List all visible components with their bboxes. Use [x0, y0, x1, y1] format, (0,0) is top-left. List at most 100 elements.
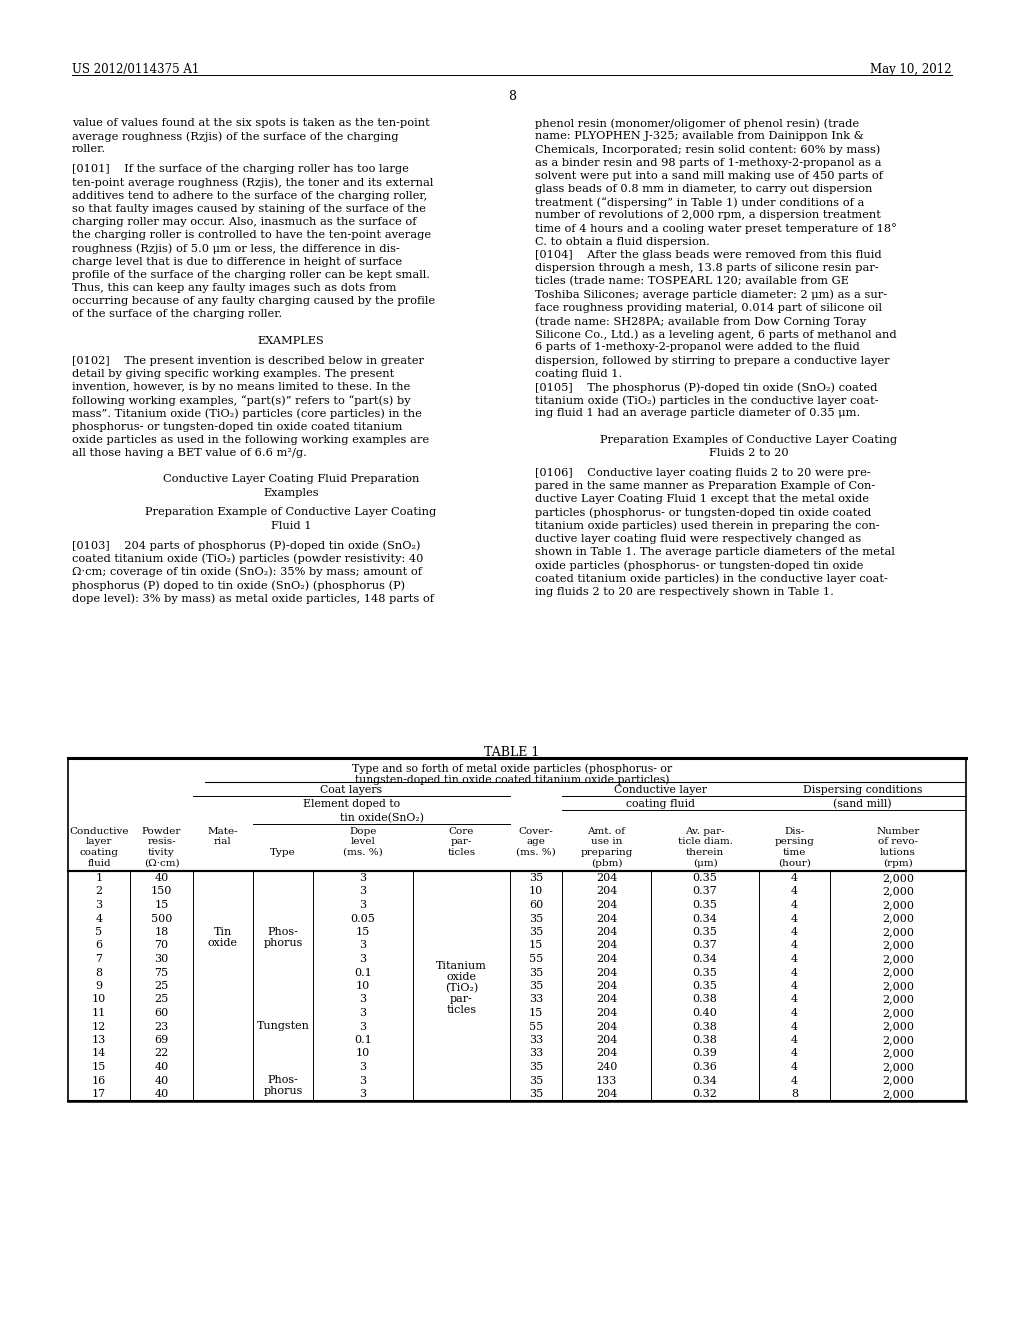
Text: 7: 7	[95, 954, 102, 964]
Text: coating: coating	[80, 847, 119, 857]
Text: 10: 10	[356, 981, 370, 991]
Text: 3: 3	[95, 900, 102, 909]
Text: phorus: phorus	[263, 937, 303, 948]
Text: 10: 10	[528, 887, 543, 896]
Text: average roughness (Rzjis) of the surface of the charging: average roughness (Rzjis) of the surface…	[72, 131, 398, 141]
Text: 240: 240	[596, 1063, 617, 1072]
Text: 8: 8	[791, 1089, 798, 1100]
Text: 3: 3	[359, 873, 367, 883]
Text: 4: 4	[791, 1008, 798, 1018]
Text: oxide particles (phosphorus- or tungsten-doped tin oxide: oxide particles (phosphorus- or tungsten…	[535, 560, 863, 570]
Text: phosphorus- or tungsten-doped tin oxide coated titanium: phosphorus- or tungsten-doped tin oxide …	[72, 421, 402, 432]
Text: 10: 10	[356, 1048, 370, 1059]
Text: 25: 25	[155, 994, 169, 1005]
Text: 0.35: 0.35	[692, 927, 718, 937]
Text: 0.32: 0.32	[692, 1089, 718, 1100]
Text: 4: 4	[791, 994, 798, 1005]
Text: age: age	[526, 837, 546, 846]
Text: ticles (trade name: TOSPEARL 120; available from GE: ticles (trade name: TOSPEARL 120; availa…	[535, 276, 849, 286]
Text: 17: 17	[92, 1089, 106, 1100]
Text: Examples: Examples	[263, 487, 318, 498]
Text: [0103]    204 parts of phosphorus (P)-doped tin oxide (SnO₂): [0103] 204 parts of phosphorus (P)-doped…	[72, 540, 421, 550]
Text: Preparation Example of Conductive Layer Coating: Preparation Example of Conductive Layer …	[145, 507, 436, 517]
Text: oxide: oxide	[446, 972, 476, 982]
Text: Mate-: Mate-	[208, 828, 239, 836]
Text: 204: 204	[596, 940, 617, 950]
Text: 25: 25	[155, 981, 169, 991]
Text: additives tend to adhere to the surface of the charging roller,: additives tend to adhere to the surface …	[72, 190, 427, 201]
Text: [0106]    Conductive layer coating fluids 2 to 20 were pre-: [0106] Conductive layer coating fluids 2…	[535, 467, 870, 478]
Text: 204: 204	[596, 1048, 617, 1059]
Text: coating fluid: coating fluid	[626, 799, 695, 809]
Text: the charging roller is controlled to have the ten-point average: the charging roller is controlled to hav…	[72, 230, 431, 240]
Text: 15: 15	[528, 1008, 543, 1018]
Text: 0.35: 0.35	[692, 900, 718, 909]
Text: (Ω·cm): (Ω·cm)	[143, 858, 179, 867]
Text: coated titanium oxide (TiO₂) particles (powder resistivity: 40: coated titanium oxide (TiO₂) particles (…	[72, 553, 423, 564]
Text: number of revolutions of 2,000 rpm, a dispersion treatment: number of revolutions of 2,000 rpm, a di…	[535, 210, 881, 220]
Text: 2,000: 2,000	[882, 927, 914, 937]
Text: 35: 35	[528, 981, 543, 991]
Text: [0105]    The phosphorus (P)-doped tin oxide (SnO₂) coated: [0105] The phosphorus (P)-doped tin oxid…	[535, 381, 878, 392]
Text: 16: 16	[92, 1076, 106, 1085]
Text: 4: 4	[791, 981, 798, 991]
Text: [0102]    The present invention is described below in greater: [0102] The present invention is describe…	[72, 355, 424, 366]
Text: 4: 4	[791, 1063, 798, 1072]
Text: 4: 4	[791, 913, 798, 924]
Text: tungsten-doped tin oxide coated titanium oxide particles): tungsten-doped tin oxide coated titanium…	[354, 774, 670, 784]
Text: Titanium: Titanium	[436, 961, 487, 970]
Text: phorus: phorus	[263, 1086, 303, 1096]
Text: 4: 4	[95, 913, 102, 924]
Text: Powder: Powder	[141, 828, 181, 836]
Text: 35: 35	[528, 1089, 543, 1100]
Text: 60: 60	[155, 1008, 169, 1018]
Text: 15: 15	[528, 940, 543, 950]
Text: 2,000: 2,000	[882, 1008, 914, 1018]
Text: 133: 133	[596, 1076, 617, 1085]
Text: Dispersing conditions: Dispersing conditions	[803, 785, 923, 795]
Text: ductive Layer Coating Fluid 1 except that the metal oxide: ductive Layer Coating Fluid 1 except tha…	[535, 494, 869, 504]
Text: 40: 40	[155, 1076, 169, 1085]
Text: phosphorus (P) doped to tin oxide (SnO₂) (phosphorus (P): phosphorus (P) doped to tin oxide (SnO₂)…	[72, 579, 406, 590]
Text: (TiO₂): (TiO₂)	[444, 983, 478, 993]
Text: (rpm): (rpm)	[883, 858, 912, 867]
Text: 204: 204	[596, 1089, 617, 1100]
Text: 2,000: 2,000	[882, 994, 914, 1005]
Text: 0.34: 0.34	[692, 913, 718, 924]
Text: 4: 4	[791, 927, 798, 937]
Text: Preparation Examples of Conductive Layer Coating: Preparation Examples of Conductive Layer…	[600, 434, 897, 445]
Text: pared in the same manner as Preparation Example of Con-: pared in the same manner as Preparation …	[535, 480, 876, 491]
Text: ticles: ticles	[447, 847, 475, 857]
Text: 204: 204	[596, 994, 617, 1005]
Text: Conductive layer: Conductive layer	[614, 785, 707, 795]
Text: Phos-: Phos-	[267, 1076, 298, 1085]
Text: ticle diam.: ticle diam.	[678, 837, 732, 846]
Text: roller.: roller.	[72, 144, 106, 154]
Text: Type: Type	[270, 847, 296, 857]
Text: 13: 13	[92, 1035, 106, 1045]
Text: 55: 55	[528, 1022, 543, 1031]
Text: following working examples, “part(s)” refers to “part(s) by: following working examples, “part(s)” re…	[72, 395, 411, 407]
Text: oxide particles as used in the following working examples are: oxide particles as used in the following…	[72, 434, 429, 445]
Text: value of values found at the six spots is taken as the ten-point: value of values found at the six spots i…	[72, 117, 430, 128]
Text: 4: 4	[791, 1076, 798, 1085]
Text: rial: rial	[214, 837, 231, 846]
Text: par-: par-	[451, 837, 472, 846]
Text: coated titanium oxide particles) in the conductive layer coat-: coated titanium oxide particles) in the …	[535, 573, 888, 583]
Text: (μm): (μm)	[692, 858, 718, 867]
Text: 0.1: 0.1	[354, 1035, 372, 1045]
Text: ticles: ticles	[446, 1005, 476, 1015]
Text: of revo-: of revo-	[878, 837, 918, 846]
Text: TABLE 1: TABLE 1	[484, 746, 540, 759]
Text: 3: 3	[359, 1089, 367, 1100]
Text: 0.36: 0.36	[692, 1063, 718, 1072]
Text: 12: 12	[92, 1022, 106, 1031]
Text: 4: 4	[791, 887, 798, 896]
Text: 40: 40	[155, 1089, 169, 1100]
Text: 0.35: 0.35	[692, 873, 718, 883]
Text: 6: 6	[95, 940, 102, 950]
Text: shown in Table 1. The average particle diameters of the metal: shown in Table 1. The average particle d…	[535, 546, 895, 557]
Text: 204: 204	[596, 913, 617, 924]
Text: 0.38: 0.38	[692, 1022, 718, 1031]
Text: dope level): 3% by mass) as metal oxide particles, 148 parts of: dope level): 3% by mass) as metal oxide …	[72, 593, 434, 603]
